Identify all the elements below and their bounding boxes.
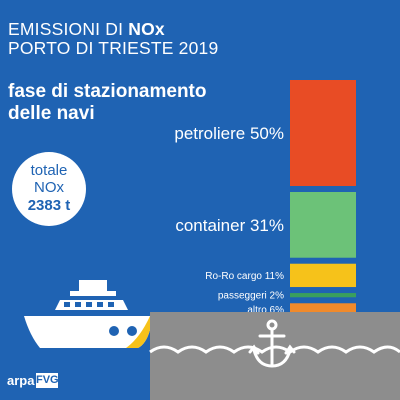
title-prefix: EMISSIONI DI bbox=[8, 19, 129, 39]
ship-window-2 bbox=[75, 302, 81, 307]
label-passeggeri: passeggeri 2% bbox=[218, 291, 284, 302]
total-badge: totale NOx 2383 t bbox=[12, 152, 86, 226]
anchor-fluke-right bbox=[284, 344, 296, 355]
ship-window-5 bbox=[108, 302, 114, 307]
subtitle-line-1: fase di stazionamento bbox=[8, 81, 207, 102]
ship-porthole-2 bbox=[127, 326, 137, 336]
label-container: container 31% bbox=[175, 216, 284, 235]
logo-fvg: FVG bbox=[36, 373, 59, 388]
bar-container bbox=[290, 192, 356, 258]
label-altro: altro 6% bbox=[247, 305, 284, 316]
title-line-2: PORTO DI TRIESTE 2019 bbox=[8, 38, 219, 58]
anchor-fluke-left bbox=[248, 344, 260, 355]
anchor-icon bbox=[248, 319, 296, 368]
bar-ro-ro-cargo bbox=[290, 263, 356, 288]
ship-porthole-1 bbox=[109, 326, 119, 336]
subtitle-line-2: delle navi bbox=[8, 103, 95, 124]
wave-line bbox=[149, 345, 400, 354]
chart-labels: petroliere 50% container 31% Ro-Ro cargo 1… bbox=[174, 124, 284, 316]
ship-window-4 bbox=[97, 302, 103, 307]
bar-petroliere bbox=[290, 80, 356, 186]
ship-icon bbox=[24, 280, 150, 348]
ship-window-1 bbox=[64, 302, 70, 307]
logo-arpa: arpa bbox=[7, 373, 35, 388]
total-label: totale bbox=[30, 162, 68, 179]
ship-funnel bbox=[79, 280, 107, 291]
label-ro-ro-cargo: Ro-Ro cargo 11% bbox=[205, 271, 284, 282]
label-petroliere: petroliere 50% bbox=[174, 124, 284, 143]
total-value: 2383 t bbox=[27, 197, 71, 214]
ship-funnel-band bbox=[70, 291, 116, 296]
title-emphasis: NOx bbox=[128, 19, 165, 39]
anchor-arms bbox=[252, 348, 292, 368]
chart-bars bbox=[290, 80, 356, 316]
title-line-1: EMISSIONI DI NOx bbox=[8, 19, 165, 39]
bar-passeggeri bbox=[290, 293, 356, 298]
bow-stripe bbox=[126, 316, 150, 348]
ship-hull bbox=[24, 316, 150, 348]
total-pollutant: NOx bbox=[34, 179, 64, 196]
ship-window-3 bbox=[86, 302, 92, 307]
